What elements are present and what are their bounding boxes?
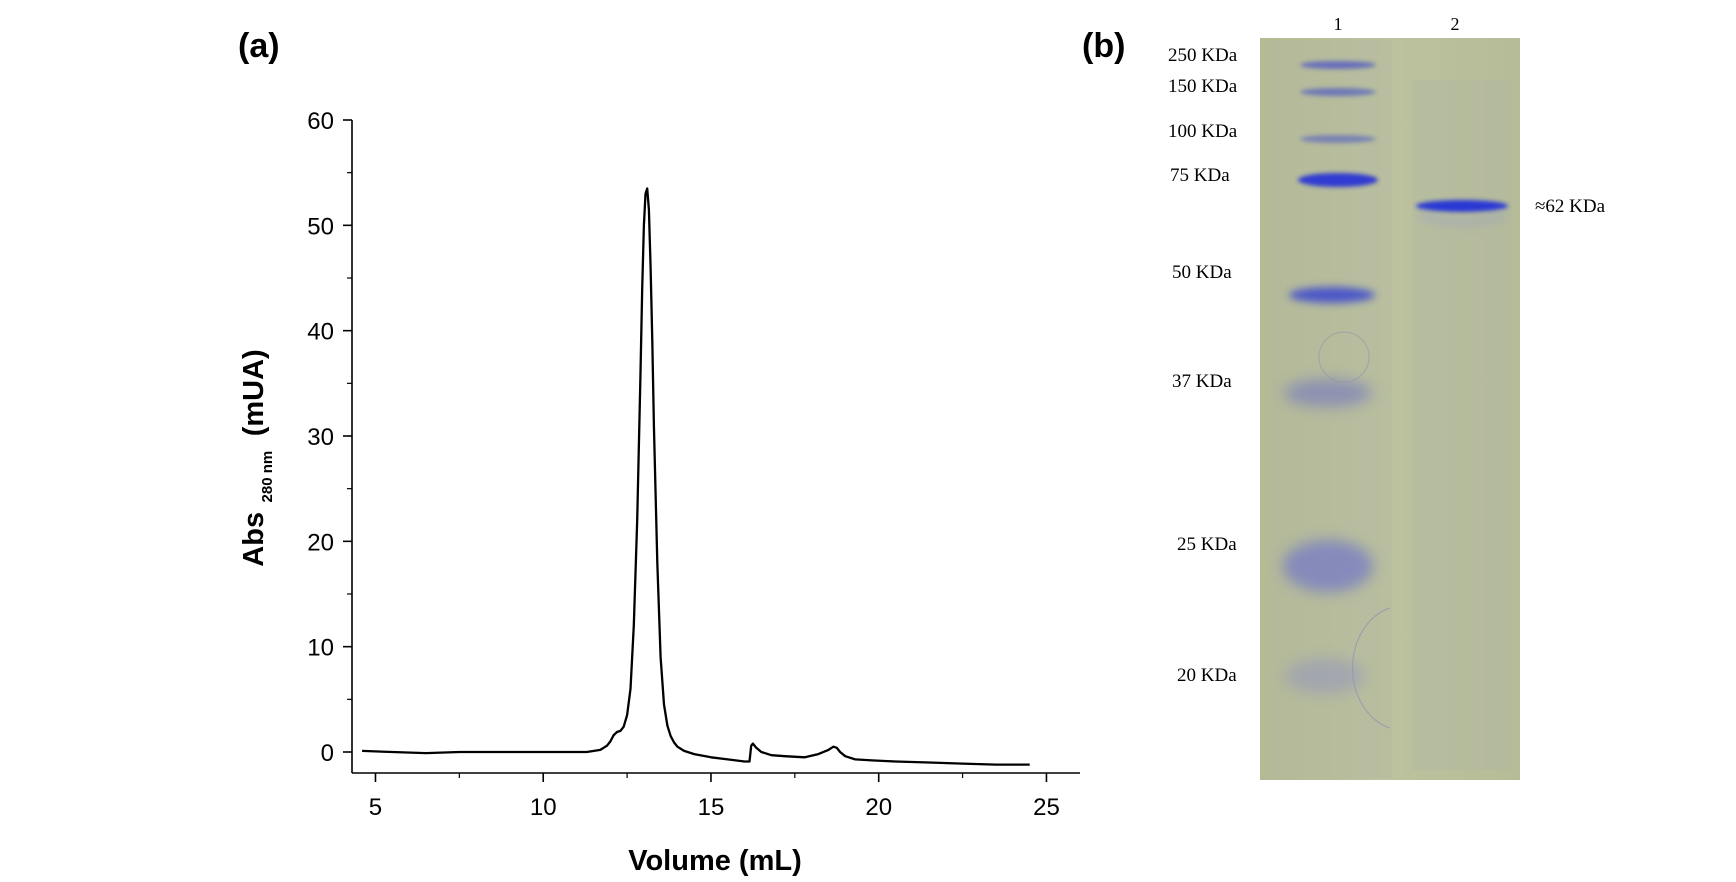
lane-number-2: 2: [1451, 14, 1460, 34]
ladder-band-75: [1298, 173, 1378, 187]
sds-page-gel-panel: 1 2 250 KDa 150 KDa 100 KDa 75 KDa 50 KD…: [1168, 14, 1606, 780]
svg-text:Abs 280 nm: Abs 280 nm (mUA): [238, 349, 276, 566]
y-axis-title-main: Abs: [238, 512, 270, 567]
x-tick-label: 5: [369, 794, 382, 821]
x-tick-label: 25: [1033, 794, 1060, 821]
x-tick-label: 15: [698, 794, 725, 821]
marker-labels: 250 KDa 150 KDa 100 KDa 75 KDa 50 KDa 37…: [1168, 45, 1238, 686]
marker-label-25: 25 KDa: [1177, 534, 1237, 555]
gel-background: [1260, 38, 1520, 780]
ladder-bands: [1283, 61, 1378, 694]
marker-label-50: 50 KDa: [1172, 262, 1232, 283]
marker-label-37: 37 KDa: [1172, 371, 1232, 392]
chromatogram-chart: 0 10 20 30 40 50 60 5 10 15 20 25 Volume (mL) Abs …: [238, 108, 1080, 877]
y-tick-label: 20: [307, 529, 334, 556]
ladder-band-20: [1285, 658, 1365, 694]
marker-label-20: 20 KDa: [1177, 665, 1237, 686]
ladder-band-37: [1284, 379, 1372, 407]
y-tick-label: 60: [307, 108, 334, 135]
marker-label-250: 250 KDa: [1168, 45, 1238, 66]
y-axis-title: Abs 280 nm (mUA): [238, 349, 276, 566]
y-tick-label: 30: [307, 424, 334, 451]
marker-label-100: 100 KDa: [1168, 121, 1238, 142]
sample-lane-tint: [1412, 80, 1512, 770]
y-tick-label: 10: [307, 635, 334, 662]
gel-arc-artifact: [1352, 607, 1391, 729]
ladder-lane-tint: [1268, 40, 1392, 778]
y-axis-ticks: 0 10 20 30 40 50 60: [307, 108, 352, 767]
sample-band-smear: [1418, 210, 1507, 228]
y-tick-label: 50: [307, 213, 334, 240]
y-tick-label: 40: [307, 319, 334, 346]
ladder-band-50: [1289, 287, 1375, 303]
lane-number-1: 1: [1334, 14, 1343, 34]
ladder-band-250: [1300, 61, 1376, 69]
y-tick-label: 0: [321, 740, 334, 767]
x-axis-ticks: 5 10 15 20 25: [369, 773, 1060, 821]
marker-label-75: 75 KDa: [1170, 165, 1230, 186]
y-axis-title-subscript: 280 nm: [259, 451, 276, 503]
panel-a-label: (a): [238, 27, 280, 65]
panel-b-label: (b): [1082, 27, 1125, 65]
gel-bubble-artifact: [1318, 331, 1370, 383]
y-axis-title-unit: (mUA): [238, 349, 270, 436]
ladder-band-150: [1300, 88, 1376, 96]
x-tick-label: 20: [865, 794, 892, 821]
marker-label-150: 150 KDa: [1168, 76, 1238, 97]
ladder-band-25: [1283, 540, 1373, 592]
absorbance-trace-line: [362, 187, 1030, 766]
x-axis-title: Volume (mL): [628, 845, 801, 877]
plot-axes: [351, 120, 1080, 774]
x-tick-label: 10: [530, 794, 557, 821]
sample-band-62kda: [1416, 200, 1508, 212]
sample-band-label: ≈62 KDa: [1535, 196, 1606, 217]
ladder-band-100: [1300, 135, 1376, 143]
